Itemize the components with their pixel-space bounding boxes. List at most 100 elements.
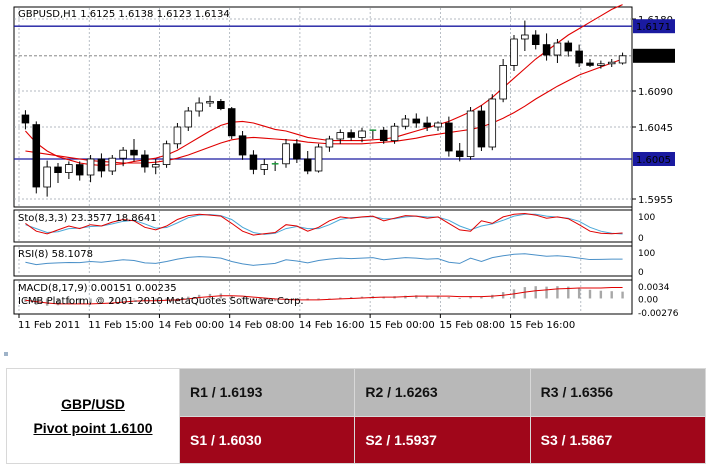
candle-body: [173, 126, 182, 145]
candle: [358, 127, 366, 143]
candle-body: [314, 146, 323, 172]
price-tick-label: 1.5955: [638, 195, 673, 206]
macd-hist-bar: [349, 297, 353, 299]
r1-cell: R1 / 1.6193: [178, 368, 356, 417]
level-tag-label: 1.6171: [636, 22, 671, 33]
candle: [423, 116, 431, 131]
candle-body: [206, 101, 214, 104]
candle: [347, 129, 355, 141]
macd-hist-bar: [273, 298, 277, 302]
candle-body: [238, 135, 247, 156]
macd-hist-bar: [339, 297, 342, 299]
macd-hist-bar: [436, 295, 440, 299]
candle-body: [477, 110, 486, 148]
macd-hist-bar: [230, 295, 233, 299]
candle: [75, 161, 84, 181]
candle-body: [445, 122, 453, 152]
candle-body: [325, 138, 334, 148]
candle: [499, 59, 507, 103]
candle: [227, 107, 236, 139]
macd-hist-bar: [317, 298, 320, 300]
candle: [369, 129, 377, 139]
candle-body: [553, 42, 562, 56]
macd-hist-bar: [263, 298, 266, 302]
candle-body: [97, 158, 106, 172]
macd-hist-bar: [252, 298, 255, 300]
candle-body: [54, 166, 62, 173]
candle-body: [466, 110, 475, 157]
r2-cell: R2 / 1.6263: [354, 368, 531, 417]
s3-cell: S3 / 1.5867: [529, 415, 707, 464]
candle: [303, 151, 312, 175]
level-tag: [633, 19, 675, 34]
candle-body: [510, 38, 518, 66]
candle: [195, 97, 203, 117]
candle: [282, 139, 290, 168]
stoch-label: Sto(8,3,3) 23.3577 18.8641: [18, 213, 157, 224]
macd-signal-line: [25, 287, 623, 305]
candle: [260, 159, 269, 175]
macd-hist-bar: [545, 286, 548, 299]
candle: [379, 127, 388, 144]
pivot-point-label: Pivot point 1.6100: [33, 420, 153, 436]
macd-hist-bar: [425, 295, 429, 299]
candle-body: [379, 129, 388, 141]
candle-body: [75, 164, 84, 176]
candle: [151, 159, 160, 175]
candle-body: [488, 98, 497, 148]
macd-hist-bar: [165, 298, 168, 300]
candle: [21, 110, 30, 130]
candle: [553, 39, 562, 63]
candle: [141, 150, 149, 173]
candle: [43, 160, 51, 197]
candle-body: [141, 154, 149, 168]
candle: [434, 121, 442, 131]
stoch-tick-label: 0: [638, 234, 644, 244]
macd-hist-bar: [610, 291, 613, 299]
price-tick-label: 1.6090: [638, 87, 673, 98]
macd-hist-bar: [78, 298, 81, 304]
candle-body: [86, 158, 95, 176]
candle-body: [607, 61, 616, 65]
candle-body: [43, 166, 51, 188]
current-price-tag: [633, 48, 675, 63]
candle: [271, 161, 279, 171]
candle: [597, 60, 605, 69]
pane-frame-sto: [13, 209, 633, 243]
candle: [293, 139, 301, 163]
price-tick-label: 1.6045: [638, 123, 673, 134]
macd-hist-bar: [89, 298, 92, 303]
candle-body: [531, 34, 540, 46]
candle: [390, 123, 399, 144]
candle: [108, 155, 117, 175]
stoch-main-line: [25, 213, 623, 236]
candle: [130, 139, 138, 162]
macd-hist-bar: [447, 297, 451, 299]
macd-hist-bar: [577, 288, 581, 299]
macd-hist-bar: [458, 298, 461, 299]
rsi-label: RSI(8) 58.1078: [18, 249, 93, 260]
candle-body: [184, 110, 193, 128]
ma-fast-line: [25, 4, 623, 166]
candle: [445, 116, 453, 157]
macd-hist-bar: [621, 291, 624, 299]
candle: [412, 113, 421, 128]
s2-cell: S2 / 1.5937: [354, 415, 531, 464]
candle: [531, 30, 540, 50]
candle-body: [434, 122, 442, 128]
s1-cell: S1 / 1.6030: [178, 415, 356, 464]
macd-hist-bar: [415, 295, 418, 299]
x-tick-label: 15 Feb 00:00: [369, 320, 435, 331]
pane-frame-main: [13, 6, 633, 208]
rsi-line: [25, 253, 623, 266]
symbol-header: GBPUSD,H1 1.6125 1.6138 1.6123 1.6134: [18, 9, 230, 20]
macd-tick-label: 0.0034: [638, 283, 670, 293]
candle-body: [21, 114, 30, 124]
level-tag-label: 1.6005: [636, 155, 671, 166]
candle-body: [455, 150, 464, 157]
pane-frame-macd: [13, 279, 633, 315]
candle: [336, 129, 345, 144]
macd-hist-bar: [121, 298, 125, 300]
macd-hist-bar: [154, 298, 157, 301]
candle-body: [227, 108, 236, 137]
